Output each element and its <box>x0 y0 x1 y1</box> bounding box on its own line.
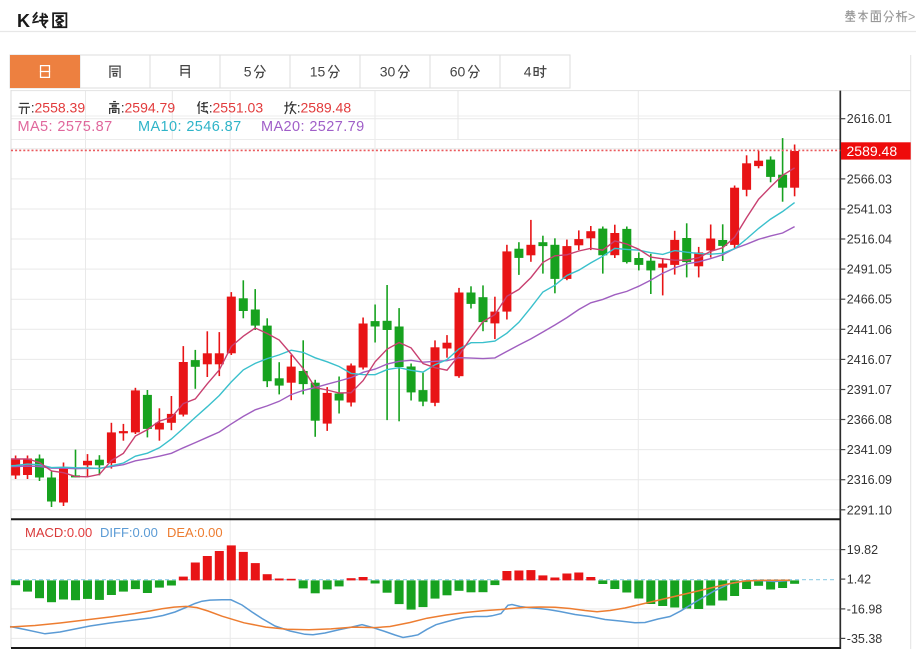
svg-text:2594.79: 2594.79 <box>125 100 176 116</box>
svg-text:2366.08: 2366.08 <box>847 413 892 427</box>
svg-text:60: 60 <box>450 64 466 80</box>
svg-text:2589.48: 2589.48 <box>301 100 352 116</box>
svg-text:K: K <box>17 11 30 31</box>
svg-text::: : <box>209 100 213 116</box>
svg-text:2516.04: 2516.04 <box>847 233 892 247</box>
svg-text:2558.39: 2558.39 <box>35 100 86 116</box>
svg-text:MACD:0.00: MACD:0.00 <box>25 525 92 540</box>
svg-text:30: 30 <box>380 64 396 80</box>
svg-text::: : <box>297 100 301 116</box>
svg-text:>: > <box>908 10 915 24</box>
svg-text:2416.07: 2416.07 <box>847 353 892 367</box>
svg-text:2566.03: 2566.03 <box>847 172 892 186</box>
svg-text::: : <box>31 100 35 116</box>
svg-text:2491.05: 2491.05 <box>847 263 892 277</box>
svg-text:MA5: 2575.87: MA5: 2575.87 <box>18 119 113 135</box>
svg-text:2316.09: 2316.09 <box>847 473 892 487</box>
svg-text:2291.10: 2291.10 <box>847 503 892 517</box>
svg-text::: : <box>121 100 125 116</box>
svg-text:1.42: 1.42 <box>847 573 871 587</box>
svg-text:2589.48: 2589.48 <box>847 143 898 159</box>
svg-text:15: 15 <box>310 64 326 80</box>
svg-text:5: 5 <box>244 64 252 80</box>
svg-text:4: 4 <box>524 64 532 80</box>
svg-text:2466.05: 2466.05 <box>847 293 892 307</box>
svg-text:-16.98: -16.98 <box>847 602 882 616</box>
svg-text:DEA:0.00: DEA:0.00 <box>167 525 223 540</box>
svg-text:2341.09: 2341.09 <box>847 443 892 457</box>
svg-text:2616.01: 2616.01 <box>847 112 892 126</box>
svg-text:2541.03: 2541.03 <box>847 203 892 217</box>
svg-text:2441.06: 2441.06 <box>847 323 892 337</box>
svg-text:DIFF:0.00: DIFF:0.00 <box>100 525 158 540</box>
svg-text:MA20: 2527.79: MA20: 2527.79 <box>261 119 365 135</box>
svg-text:-35.38: -35.38 <box>847 632 882 646</box>
svg-text:MA10: 2546.87: MA10: 2546.87 <box>138 119 242 135</box>
svg-text:19.82: 19.82 <box>847 543 878 557</box>
svg-text:2551.03: 2551.03 <box>213 100 264 116</box>
svg-text:2391.07: 2391.07 <box>847 383 892 397</box>
